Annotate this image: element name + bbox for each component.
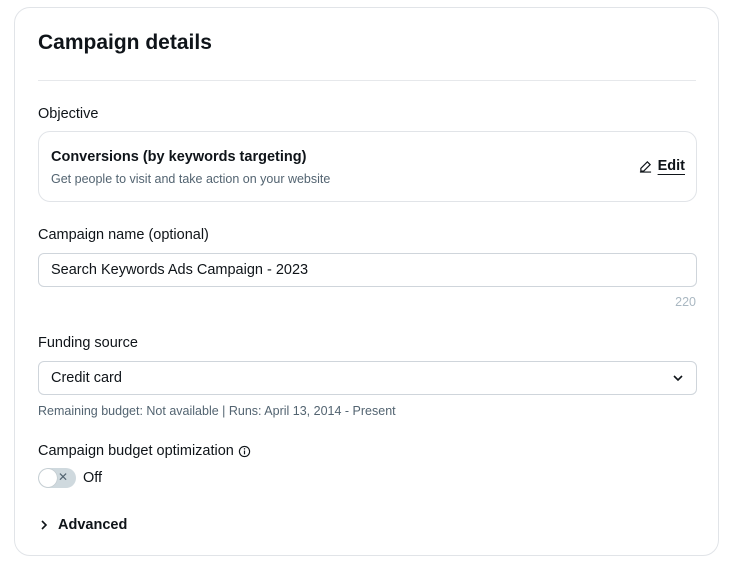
toggle-state: Off [83, 470, 103, 486]
funding-info: Remaining budget: Not available | Runs: … [38, 404, 396, 418]
x-icon: ✕ [58, 470, 69, 484]
campaign-name-label-text: Campaign name [38, 227, 145, 243]
edit-objective-button[interactable]: Edit [639, 158, 685, 174]
edit-label: Edit [657, 158, 685, 174]
objective-description: Get people to visit and take action on y… [51, 172, 331, 186]
funding-source-value: Credit card [51, 370, 122, 386]
campaign-name-input[interactable]: Search Keywords Ads Campaign - 2023 [38, 253, 697, 287]
objective-box: Conversions (by keywords targeting) Get … [38, 131, 697, 202]
toggle-knob [39, 469, 57, 487]
advanced-expander[interactable]: Advanced [40, 517, 127, 533]
cbo-label: Campaign budget optimization [38, 443, 251, 459]
chevron-right-icon [41, 520, 48, 530]
optional-text: (optional) [148, 227, 209, 243]
funding-source-select[interactable]: Credit card [38, 361, 697, 395]
info-icon[interactable] [238, 445, 251, 458]
campaign-name-label: Campaign name (optional) [38, 227, 209, 243]
cbo-toggle[interactable]: ✕ [38, 468, 76, 488]
pencil-icon [639, 160, 651, 173]
advanced-label: Advanced [58, 517, 128, 533]
cbo-label-text: Campaign budget optimization [38, 443, 234, 459]
divider [38, 80, 696, 81]
campaign-name-value: Search Keywords Ads Campaign - 2023 [51, 262, 309, 278]
page-title: Campaign details [38, 31, 212, 54]
funding-source-label: Funding source [38, 335, 138, 351]
char-count: 220 [675, 295, 696, 309]
objective-label: Objective [38, 106, 99, 122]
objective-name: Conversions (by keywords targeting) [51, 149, 307, 165]
chevron-down-icon [673, 375, 683, 382]
campaign-details-card: Campaign details Objective Conversions (… [14, 7, 719, 556]
